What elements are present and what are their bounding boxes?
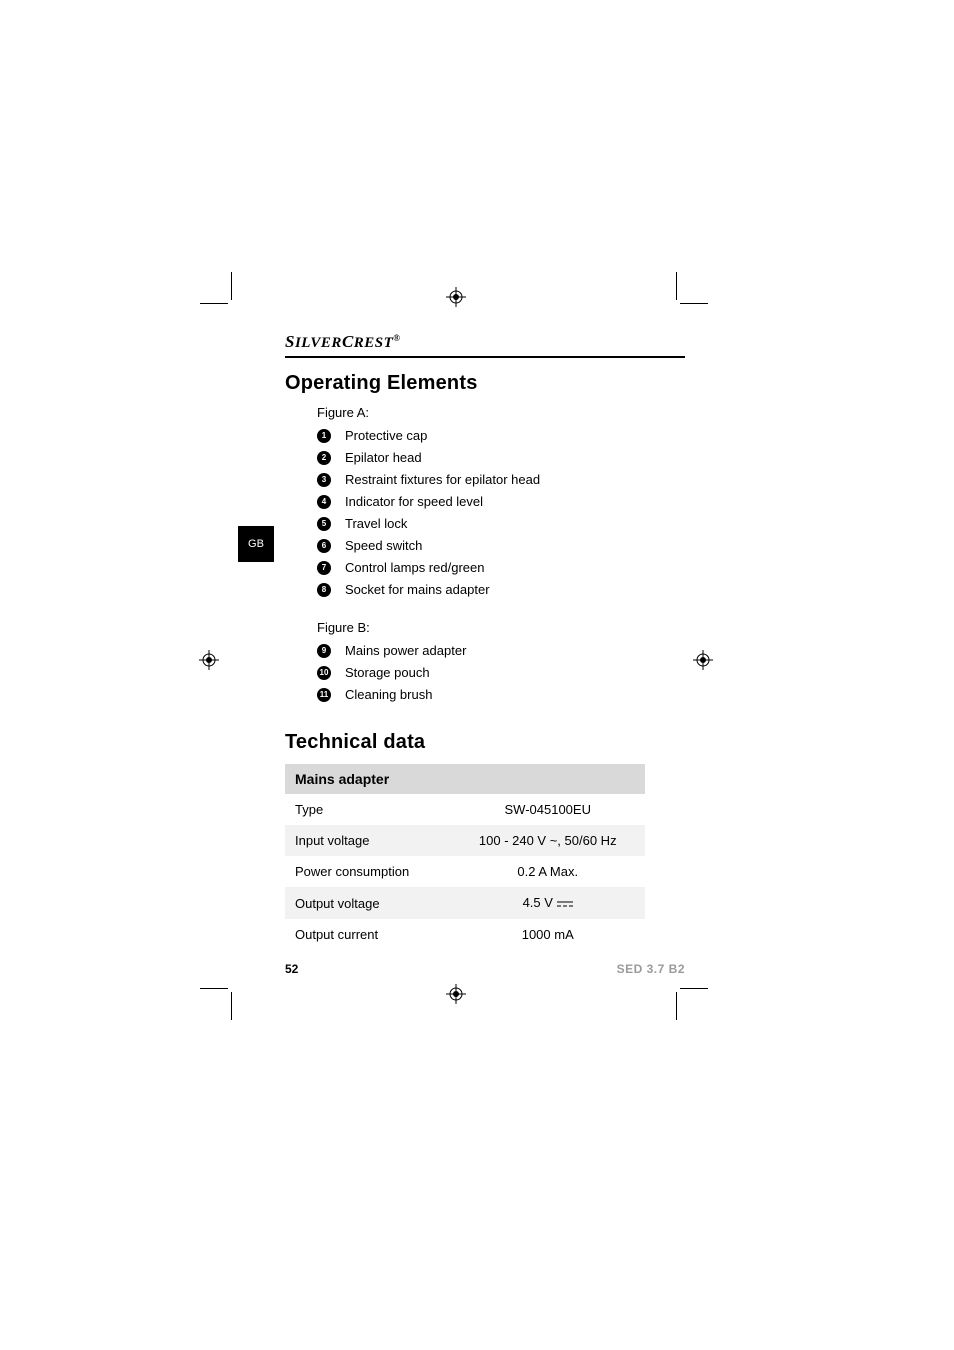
crop-mark [200, 303, 228, 304]
list-item: 9 Mains power adapter [317, 643, 685, 658]
table-cell-value: 1000 mA [450, 919, 645, 950]
table-cell-value: SW-045100EU [450, 794, 645, 825]
crop-mark [680, 988, 708, 989]
item-label: Control lamps red/green [345, 560, 484, 575]
table-cell-label: Output current [285, 919, 450, 950]
item-label: Restraint fixtures for epilator head [345, 472, 540, 487]
figure-b-list: 9 Mains power adapter 10 Storage pouch 11 Cle… [317, 643, 685, 702]
item-number-icon: 4 [317, 495, 331, 509]
list-item: 10 Storage pouch [317, 665, 685, 680]
list-item: 11 Cleaning brush [317, 687, 685, 702]
table-cell-value: 0.2 A Max. [450, 856, 645, 887]
crop-mark [231, 992, 232, 1020]
page-footer: 52 SED 3.7 B2 [285, 962, 685, 976]
table-cell-value: 100 - 240 V ~, 50/60 Hz [450, 825, 645, 856]
table-cell-label: Type [285, 794, 450, 825]
section-heading-technical: Technical data [285, 731, 685, 754]
item-label: Epilator head [345, 450, 422, 465]
brand-underline [285, 356, 685, 358]
crop-mark [676, 272, 677, 300]
list-item: 6 Speed switch [317, 538, 685, 553]
table-row: Output voltage4.5 V [285, 887, 645, 919]
item-label: Storage pouch [345, 665, 430, 680]
page-number: 52 [285, 962, 298, 976]
item-label: Indicator for speed level [345, 494, 483, 509]
list-item: 1 Protective cap [317, 428, 685, 443]
item-number-icon: 8 [317, 583, 331, 597]
table-row: Output current1000 mA [285, 919, 645, 950]
technical-data-table: Mains adapter TypeSW-045100EUInput volta… [285, 764, 645, 950]
item-number-icon: 5 [317, 517, 331, 531]
registration-mark-icon [446, 984, 466, 1004]
registration-mark-icon [446, 287, 466, 307]
table-row: Input voltage100 - 240 V ~, 50/60 Hz [285, 825, 645, 856]
brand-logo: SILVERCREST® [285, 332, 685, 352]
crop-mark [231, 272, 232, 300]
crop-mark [676, 992, 677, 1020]
item-number-icon: 10 [317, 666, 331, 680]
table-cell-label: Power consumption [285, 856, 450, 887]
figure-b-label: Figure B: [317, 620, 685, 635]
list-item: 7 Control lamps red/green [317, 560, 685, 575]
dc-symbol-icon [557, 896, 573, 911]
model-number: SED 3.7 B2 [617, 962, 685, 976]
figure-a-list: 1 Protective cap 2 Epilator head 3 Restraint … [317, 428, 685, 597]
table-cell-label: Output voltage [285, 887, 450, 919]
list-item: 4 Indicator for speed level [317, 494, 685, 509]
table-cell-label: Input voltage [285, 825, 450, 856]
item-number-icon: 2 [317, 451, 331, 465]
item-number-icon: 1 [317, 429, 331, 443]
item-label: Socket for mains adapter [345, 582, 490, 597]
section-heading-operating: Operating Elements [285, 372, 685, 395]
figure-a-label: Figure A: [317, 405, 685, 420]
list-item: 5 Travel lock [317, 516, 685, 531]
item-number-icon: 7 [317, 561, 331, 575]
registration-mark-icon [199, 650, 219, 670]
language-tab-label: GB [248, 538, 264, 550]
item-number-icon: 9 [317, 644, 331, 658]
item-number-icon: 6 [317, 539, 331, 553]
item-label: Travel lock [345, 516, 407, 531]
item-label: Cleaning brush [345, 687, 432, 702]
crop-mark [680, 303, 708, 304]
item-number-icon: 3 [317, 473, 331, 487]
item-label: Protective cap [345, 428, 427, 443]
item-number-icon: 11 [317, 688, 331, 702]
table-row: TypeSW-045100EU [285, 794, 645, 825]
registration-mark-icon [693, 650, 713, 670]
table-row: Power consumption0.2 A Max. [285, 856, 645, 887]
list-item: 3 Restraint fixtures for epilator head [317, 472, 685, 487]
item-label: Speed switch [345, 538, 422, 553]
language-tab: GB [238, 526, 274, 562]
item-label: Mains power adapter [345, 643, 466, 658]
list-item: 8 Socket for mains adapter [317, 582, 685, 597]
page-content: SILVERCREST® Operating Elements Figure A… [285, 332, 685, 950]
list-item: 2 Epilator head [317, 450, 685, 465]
table-cell-value: 4.5 V [450, 887, 645, 919]
crop-mark [200, 988, 228, 989]
table-header: Mains adapter [285, 764, 645, 794]
